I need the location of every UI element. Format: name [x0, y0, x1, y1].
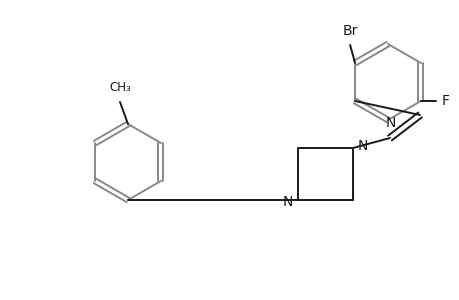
Text: N: N — [385, 116, 395, 130]
Text: N: N — [357, 139, 368, 153]
Text: Br: Br — [341, 24, 357, 38]
Text: F: F — [441, 94, 449, 108]
Text: N: N — [282, 195, 292, 209]
Text: CH₃: CH₃ — [109, 81, 131, 94]
